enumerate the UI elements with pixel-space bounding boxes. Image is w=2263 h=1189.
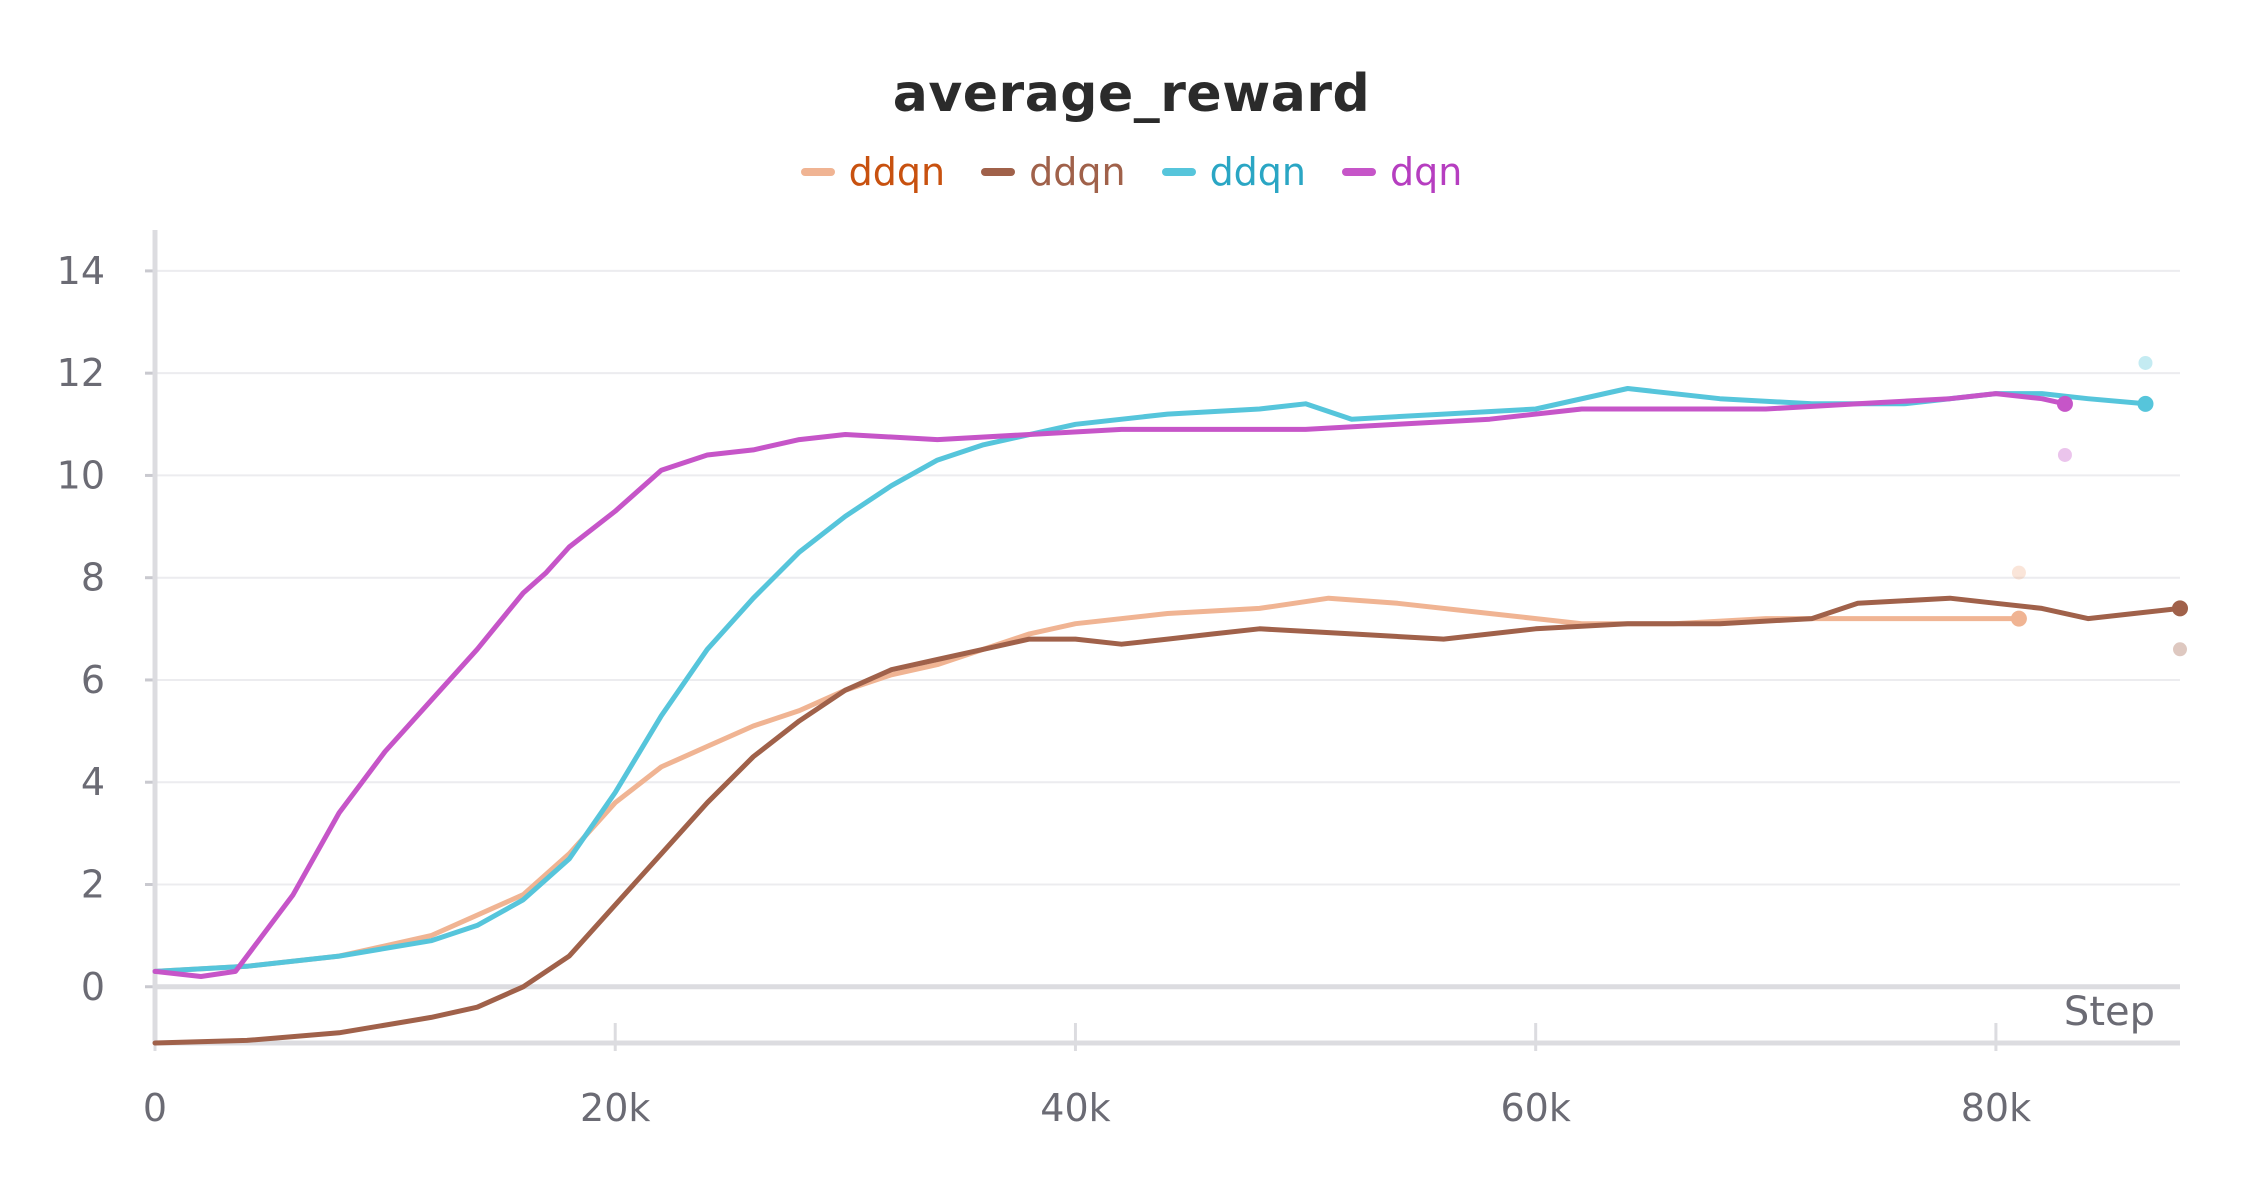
series-raw-end-marker-3 <box>2138 355 2153 370</box>
legend-swatch-dqn <box>1342 168 1377 176</box>
legend-swatch-ddqn-3 <box>1161 168 1196 176</box>
legend-label-dqn: dqn <box>1390 150 1463 194</box>
series-line-1 <box>152 595 2022 974</box>
legend-item-ddqn-2[interactable]: ddqn <box>981 150 1126 194</box>
series-raw-end-marker-1 <box>2011 565 2026 580</box>
x-axis-label: Step <box>2064 989 2155 1035</box>
chart-title: average_reward <box>892 64 1371 124</box>
y-tick-label-2: 2 <box>81 862 105 906</box>
x-tick-label-0: 0 <box>143 1086 167 1130</box>
grid-layer <box>155 269 2180 990</box>
legend-item-dqn[interactable]: dqn <box>1342 150 1462 194</box>
x-tick-label-60000: 60k <box>1501 1086 1571 1130</box>
y-tick-label-12: 12 <box>57 351 105 395</box>
y-tick-label-10: 10 <box>57 453 105 497</box>
legend: ddqn ddqn ddqn dqn <box>0 150 2263 194</box>
y-tick-label-0: 0 <box>81 965 105 1009</box>
legend-item-ddqn-3[interactable]: ddqn <box>1161 150 1307 194</box>
series-line-4 <box>152 391 2068 979</box>
x-tick-label-40000: 40k <box>1040 1086 1110 1130</box>
y-tick-label-14: 14 <box>57 249 105 293</box>
series-line-2 <box>152 595 2183 1046</box>
series-end-marker-4 <box>2056 395 2073 412</box>
y-tick-label-4: 4 <box>81 760 105 804</box>
legend-swatch-ddqn-2 <box>981 168 1016 176</box>
series-raw-end-marker-4 <box>2057 447 2072 462</box>
legend-swatch-ddqn-1 <box>800 168 835 176</box>
series-end-marker-3 <box>2137 395 2154 412</box>
legend-label-ddqn-1: ddqn <box>848 150 946 194</box>
axis-layer: 0 2 4 6 8 10 12 14 0 20k 40k 60k 80k <box>57 230 2180 1130</box>
series-end-marker-1 <box>2010 610 2027 627</box>
y-tick-label-8: 8 <box>81 556 105 600</box>
legend-label-ddqn-2: ddqn <box>1029 150 1126 194</box>
series-raw-end-marker-2 <box>2173 642 2187 657</box>
x-tick-label-20000: 20k <box>580 1086 650 1130</box>
series-end-marker-2 <box>2172 600 2188 617</box>
legend-label-ddqn-3: ddqn <box>1209 150 1307 194</box>
series-layer <box>152 355 2188 1046</box>
series-line-3 <box>152 386 2148 974</box>
legend-item-ddqn-1[interactable]: ddqn <box>800 150 946 194</box>
x-tick-label-80000: 80k <box>1961 1086 2031 1130</box>
y-tick-label-6: 6 <box>81 658 105 702</box>
